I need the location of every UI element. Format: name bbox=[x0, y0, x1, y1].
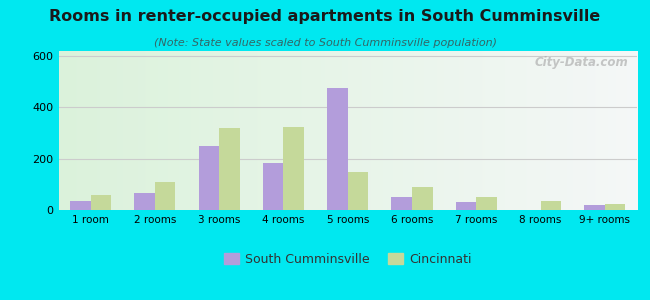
Bar bbox=[135, 193, 155, 210]
Bar bbox=[348, 172, 369, 210]
Text: (Note: State values scaled to South Cumminsville population): (Note: State values scaled to South Cumm… bbox=[153, 38, 497, 47]
Text: City-Data.com: City-Data.com bbox=[534, 56, 629, 69]
Bar bbox=[412, 187, 433, 210]
Bar bbox=[90, 195, 111, 210]
Bar bbox=[327, 88, 348, 210]
Legend: South Cumminsville, Cincinnati: South Cumminsville, Cincinnati bbox=[218, 248, 477, 271]
Bar bbox=[584, 206, 605, 210]
Bar bbox=[391, 197, 412, 210]
Bar bbox=[263, 163, 283, 210]
Bar bbox=[283, 127, 304, 210]
Text: Rooms in renter-occupied apartments in South Cumminsville: Rooms in renter-occupied apartments in S… bbox=[49, 9, 601, 24]
Bar bbox=[605, 204, 625, 210]
Bar bbox=[541, 201, 561, 210]
Bar bbox=[155, 182, 176, 210]
Bar bbox=[219, 128, 240, 210]
Bar bbox=[476, 197, 497, 210]
Bar bbox=[199, 146, 219, 210]
Bar bbox=[70, 201, 90, 210]
Bar bbox=[456, 202, 476, 210]
